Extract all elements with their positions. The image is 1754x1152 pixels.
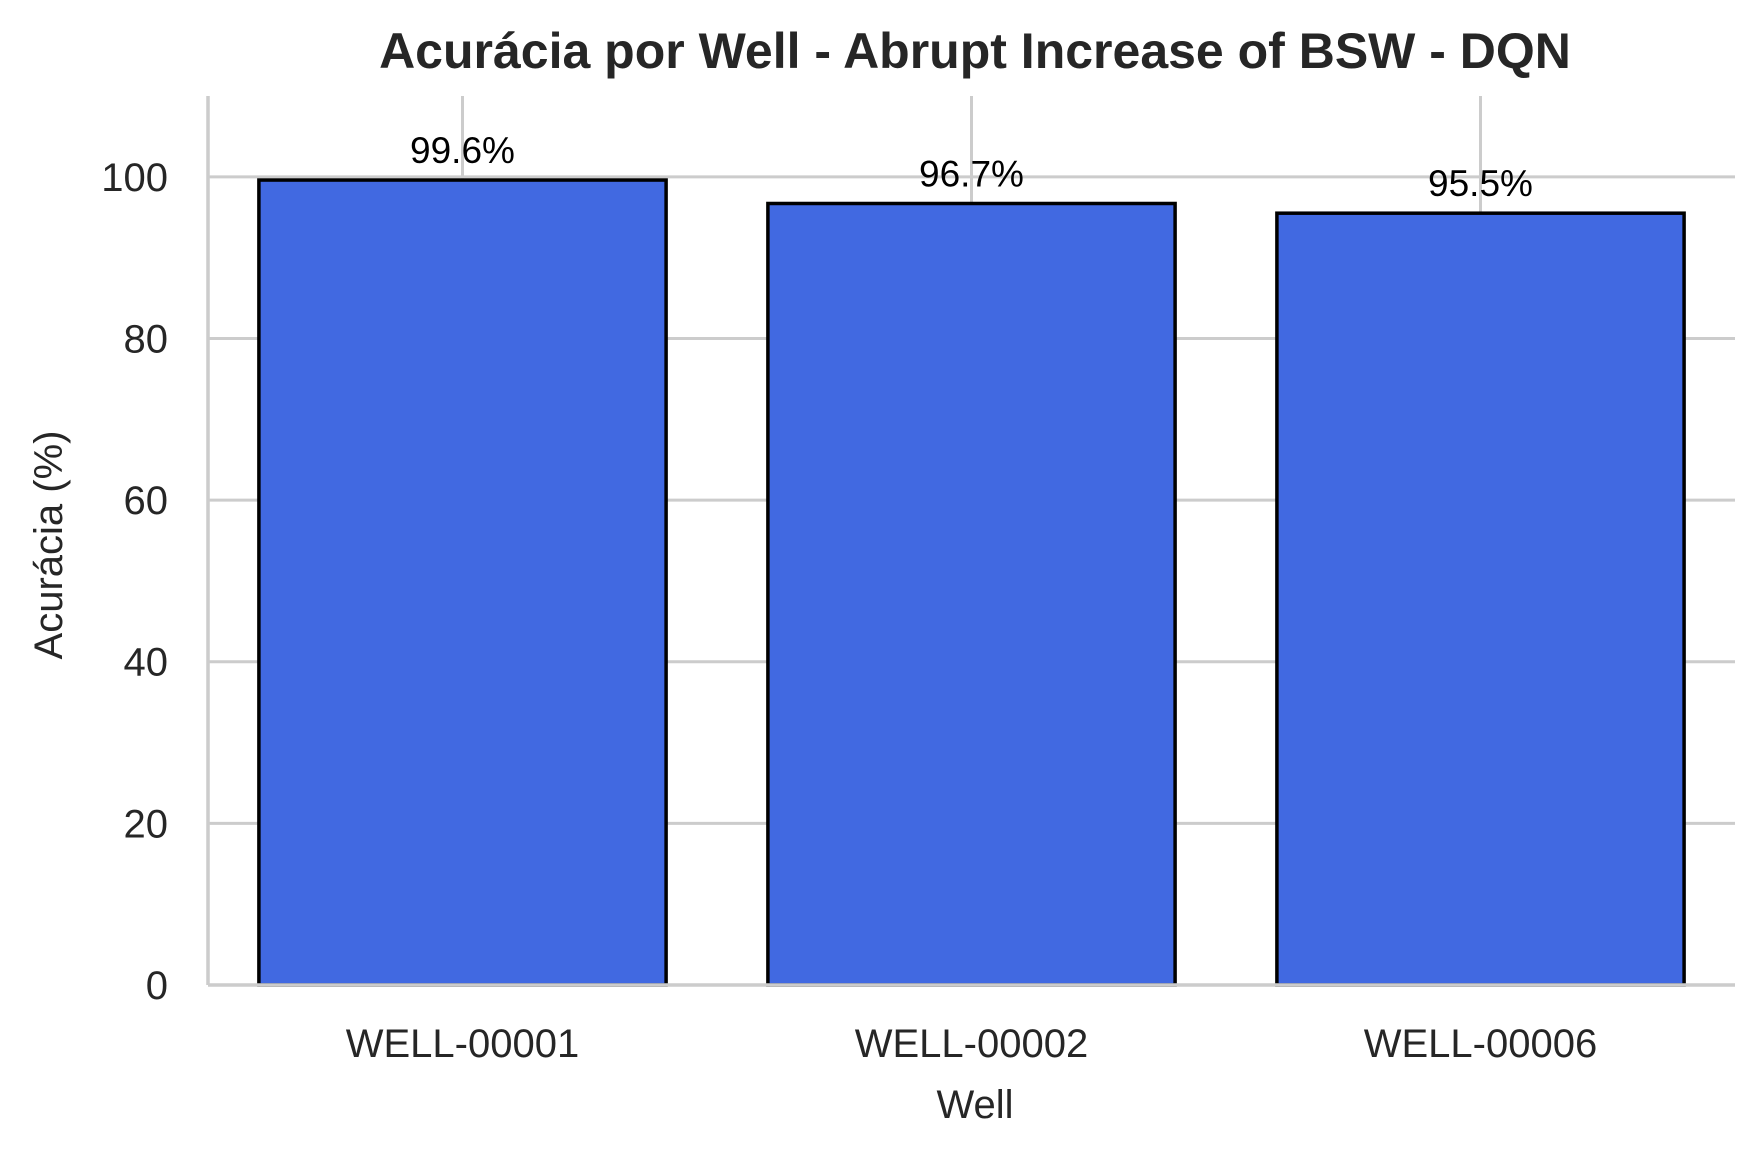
x-tick-label: WELL-00006	[1364, 1022, 1597, 1066]
y-tick-label: 40	[124, 641, 169, 685]
x-axis-label: Well	[936, 1083, 1013, 1127]
axes: 0 20 40 60 80 100 WELL-00001 WELL-00002 WELL-000…	[101, 96, 1735, 1066]
x-tick-label: WELL-00002	[855, 1022, 1088, 1066]
labels: Acurácia por Well - Abrupt Increase of B…	[27, 23, 1571, 1127]
bar-value-label: 96.7%	[919, 153, 1024, 194]
bar-value-label: 99.6%	[410, 130, 515, 171]
y-tick-label: 0	[146, 964, 168, 1008]
y-tick-label: 20	[124, 802, 169, 846]
bar	[766, 201, 1177, 987]
y-axis-label: Acurácia (%)	[27, 431, 71, 660]
bar-value-label: 95.5%	[1428, 163, 1533, 204]
y-tick-label: 100	[101, 156, 168, 200]
bar	[257, 178, 668, 987]
y-tick-label: 80	[124, 317, 169, 361]
x-tick-label: WELL-00001	[346, 1022, 579, 1066]
y-tick-label: 60	[124, 479, 169, 523]
bar	[1275, 211, 1686, 987]
chart-title: Acurácia por Well - Abrupt Increase of B…	[379, 23, 1571, 79]
bars: 99.6% 96.7% 95.5%	[257, 130, 1686, 987]
